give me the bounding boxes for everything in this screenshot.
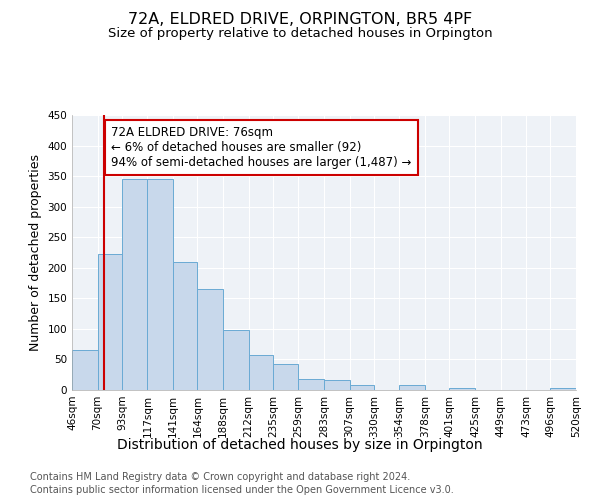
Text: Contains HM Land Registry data © Crown copyright and database right 2024.: Contains HM Land Registry data © Crown c… [30,472,410,482]
Bar [400,385,425,390]
Text: Size of property relative to detached houses in Orpington: Size of property relative to detached ho… [107,28,493,40]
Bar [223,330,248,390]
Text: 72A, ELDRED DRIVE, ORPINGTON, BR5 4PF: 72A, ELDRED DRIVE, ORPINGTON, BR5 4PF [128,12,472,28]
Text: Contains public sector information licensed under the Open Government Licence v3: Contains public sector information licen… [30,485,454,495]
Text: Distribution of detached houses by size in Orpington: Distribution of detached houses by size … [117,438,483,452]
Bar [449,388,475,390]
Bar [248,355,273,390]
Bar [324,380,350,390]
Bar [350,385,374,390]
Bar [72,350,98,390]
Y-axis label: Number of detached properties: Number of detached properties [29,154,42,351]
Bar [197,289,223,390]
Bar [298,379,324,390]
Bar [122,179,148,390]
Bar [173,262,197,390]
Bar [273,364,298,390]
Bar [98,254,122,390]
Text: 72A ELDRED DRIVE: 76sqm
← 6% of detached houses are smaller (92)
94% of semi-det: 72A ELDRED DRIVE: 76sqm ← 6% of detached… [112,126,412,169]
Bar [148,179,173,390]
Bar [550,388,576,390]
